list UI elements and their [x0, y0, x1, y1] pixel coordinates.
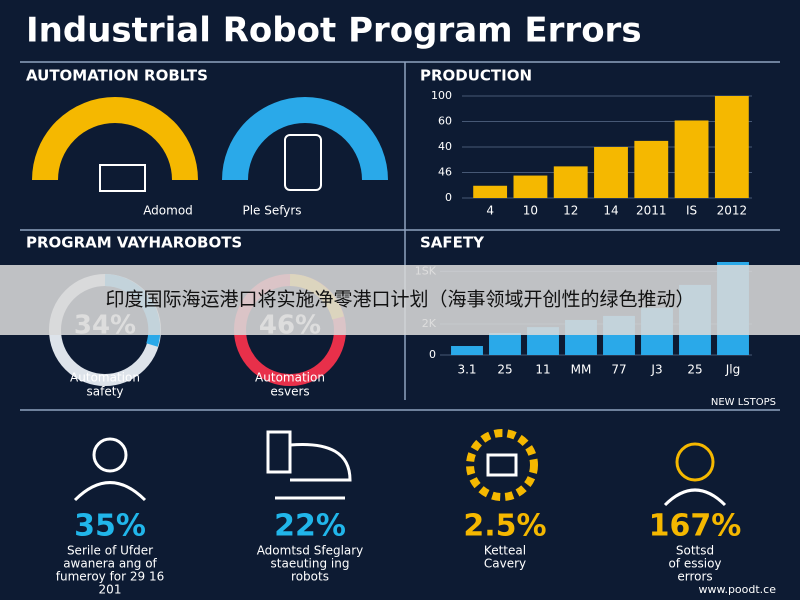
- x-tick-label: 12: [563, 204, 578, 218]
- bar: [553, 166, 588, 198]
- stat-caption: Adomtsd Sfeglary: [257, 544, 364, 558]
- x-tick-label: IS: [686, 204, 697, 218]
- bar: [714, 96, 749, 198]
- x-tick-label: MM: [571, 363, 592, 377]
- y-tick-label: 40: [438, 140, 452, 153]
- stat-caption: of essioy: [668, 557, 721, 571]
- x-tick-label: 25: [497, 363, 512, 377]
- gauge: [222, 97, 388, 181]
- stat-caption: errors: [677, 570, 712, 584]
- dividers: [20, 61, 780, 411]
- stat-value: 22%: [274, 509, 346, 544]
- bar: [451, 346, 483, 355]
- program-heading: PROGRAM VAYHAROBOTS: [26, 234, 242, 252]
- donut-caption: esvers: [270, 385, 309, 399]
- y-tick-label: 100: [431, 89, 452, 102]
- bar: [594, 147, 628, 198]
- y-tick-label: 60: [438, 115, 452, 128]
- x-tick-label: 3.1: [457, 363, 476, 377]
- stat-caption: robots: [291, 570, 329, 584]
- stat-caption: Serile of Ufder: [67, 544, 153, 558]
- donut-caption: safety: [86, 385, 123, 399]
- x-tick-label: 14: [603, 204, 618, 218]
- x-tick-label: 10: [523, 204, 538, 218]
- gauge: [32, 97, 198, 181]
- chart-title: PRODUCTION: [420, 67, 532, 85]
- stat-caption: 201: [99, 583, 122, 597]
- y-tick-label: 46: [438, 166, 452, 179]
- bar: [674, 120, 709, 198]
- stat-caption: staeuting ing: [271, 557, 350, 571]
- stat-caption: Cavery: [484, 557, 526, 571]
- bar: [634, 140, 669, 198]
- bar: [489, 332, 521, 355]
- legend-label: Adomod: [143, 204, 193, 218]
- stat-caption: Sottsd: [676, 544, 714, 558]
- footer-url: www.poodt.ce: [698, 583, 776, 596]
- stat-caption: Ketteal: [484, 544, 526, 558]
- donut-caption: Automation: [70, 371, 140, 385]
- x-tick-label: 25: [687, 363, 702, 377]
- stat-caption: fumeroy for 29 16: [56, 570, 165, 584]
- bar: [513, 175, 548, 198]
- x-tick-label: 77: [611, 363, 626, 377]
- legend-label: Ple Sefyrs: [242, 204, 301, 218]
- x-tick-label: J3: [650, 363, 662, 377]
- automation-heading: AUTOMATION ROBLTS: [26, 67, 208, 85]
- donut-caption: Automation: [255, 371, 325, 385]
- x-tick-label: Jlg: [725, 363, 741, 377]
- y-tick-label: 0: [445, 191, 452, 204]
- phone-icon: [284, 134, 322, 191]
- footnote: NEW LSTOPS: [711, 397, 776, 408]
- x-tick-label: 2012: [717, 204, 748, 218]
- icons: [73, 429, 727, 507]
- stat-caption: awanera ang of: [63, 557, 157, 571]
- chart-title: SAFETY: [420, 234, 485, 252]
- banner-bg: [0, 265, 800, 335]
- stat-value: 167%: [649, 509, 742, 544]
- title: Industrial Robot Program Errors: [26, 11, 642, 51]
- y-tick-label: 0: [429, 348, 436, 361]
- x-tick-label: 2011: [636, 204, 667, 218]
- bar: [473, 185, 508, 198]
- laptop-icon: [99, 164, 146, 192]
- stat-value: 35%: [74, 509, 146, 544]
- stat-value: 2.5%: [463, 509, 546, 544]
- banner: 印度国际海运港口将实施净零港口计划（海事领域开创性的绿色推动）: [105, 289, 694, 311]
- x-tick-label: 4: [486, 204, 494, 218]
- x-tick-label: 11: [535, 363, 550, 377]
